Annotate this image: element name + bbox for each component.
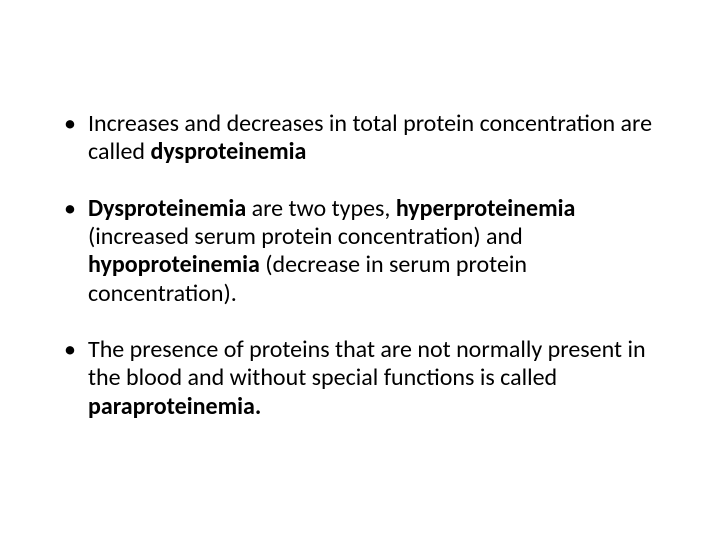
bullet-text-bold: hyperproteinemia: [396, 194, 576, 223]
slide: Increases and decreases in total protein…: [0, 0, 720, 540]
bullet-text-bold: paraproteinemia.: [88, 392, 261, 421]
bullet-item: Increases and decreases in total protein…: [60, 110, 660, 167]
bullet-item: The presence of proteins that are not no…: [60, 336, 660, 421]
bullet-text-bold: Dysproteinemia: [88, 194, 246, 223]
bullet-text: The presence of proteins that are not no…: [88, 335, 646, 392]
bullet-text: are two types,: [246, 194, 396, 223]
bullet-text-bold: dysproteinemia: [150, 137, 306, 166]
bullet-text: (increased serum protein concentration) …: [88, 222, 523, 251]
bullet-list: Increases and decreases in total protein…: [60, 110, 660, 421]
bullet-text-bold: hypoproteinemia: [88, 250, 260, 279]
bullet-item: Dysproteinemia are two types, hyperprote…: [60, 195, 660, 308]
